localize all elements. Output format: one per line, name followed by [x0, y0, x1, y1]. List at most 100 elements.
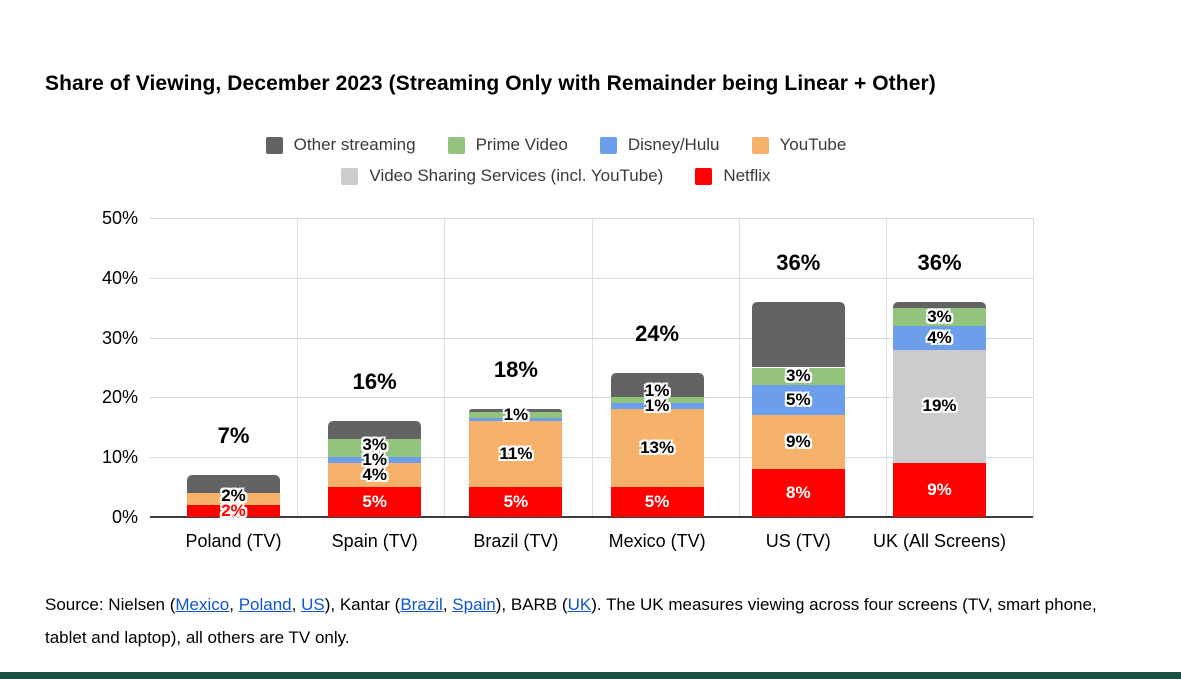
source-text: , [291, 595, 302, 614]
source-text: ). The UK measures viewing across four s… [45, 595, 1097, 647]
horizontal-gridline [150, 457, 1033, 459]
bar-segment-youtube [469, 421, 563, 488]
segment-value-label: 1% [362, 450, 387, 470]
legend-swatch-other-streaming [265, 136, 283, 154]
segment-value-label: 3% [786, 366, 811, 386]
vertical-gridline [738, 218, 740, 517]
bar-segment-prime-video [893, 307, 986, 326]
x-axis-baseline [150, 516, 1033, 518]
bar-segment-other-streaming [751, 301, 845, 368]
legend-swatch-prime-video [447, 136, 465, 154]
y-axis-tick-label: 20% [101, 387, 138, 408]
source-text: Source: Nielsen ( [45, 595, 176, 614]
legend-swatch-youtube [751, 136, 769, 154]
source-link-spain[interactable]: Spain [452, 595, 496, 614]
segment-value-label: 5% [786, 390, 811, 410]
bar-segment-netflix [893, 463, 986, 517]
bar-segment-disney-hulu [893, 325, 986, 350]
bar-segment-other-streaming [469, 409, 563, 413]
x-axis-category-label: Mexico (TV) [608, 531, 706, 551]
legend-swatch-video-sharing-services-incl-youtube [341, 167, 359, 185]
source-text: , [442, 595, 453, 614]
bar-segment-prime-video [328, 439, 422, 458]
segment-value-label: 3% [362, 435, 387, 455]
bar-segment-other-streaming [610, 373, 704, 398]
segment-value-label: 8% [786, 483, 811, 503]
segment-value-label: 13% [640, 438, 675, 458]
y-axis-tick-label: 0% [111, 507, 138, 527]
bar-segment-prime-video [751, 367, 845, 386]
segment-value-label: 9% [786, 432, 811, 452]
bar-segment-video-sharing-services-incl-youtube [893, 349, 986, 464]
bar-segment-prime-video [469, 412, 563, 419]
segment-value-label: 4% [362, 465, 387, 485]
source-text: , [229, 595, 239, 614]
legend-label: Disney/Hulu [627, 135, 720, 154]
segment-value-label: 1% [644, 396, 670, 416]
bar-segment-youtube [610, 409, 704, 488]
bar-segment-disney-hulu [469, 418, 563, 422]
vertical-gridline [885, 218, 887, 517]
legend-label: YouTube [779, 135, 847, 154]
source-link-mexico[interactable]: Mexico [175, 595, 230, 614]
bar-segment-netflix [610, 487, 704, 517]
bar-segment-netflix [328, 487, 422, 517]
x-axis-category-label: Brazil (TV) [473, 531, 559, 551]
legend-item-video-sharing-services-incl-youtube: Video Sharing Services (incl. YouTube) [341, 166, 663, 186]
segment-value-label: 5% [644, 492, 670, 512]
bar-segment-other-streaming [187, 475, 280, 494]
source-link-brazil[interactable]: Brazil [400, 595, 443, 614]
bar-segment-netflix [751, 469, 845, 517]
legend-label: Prime Video [475, 135, 568, 154]
segment-value-label: 3% [927, 306, 952, 326]
legend-item-prime-video: Prime Video [447, 135, 568, 155]
bar-total-label: 36% [776, 249, 821, 275]
bar-segment-youtube [187, 493, 280, 506]
bar-total-label: 7% [217, 423, 250, 449]
bar-segment-disney-hulu [610, 403, 704, 410]
x-axis-category-label: Poland (TV) [185, 531, 282, 551]
source-link-us[interactable]: US [301, 595, 325, 614]
chart-title: Share of Viewing, December 2023 (Streami… [45, 72, 936, 95]
bar-segment-netflix [187, 505, 280, 517]
bar-segment-disney-hulu [328, 457, 422, 464]
legend-item-youtube: YouTube [751, 135, 847, 155]
y-axis-tick-label: 50% [101, 208, 138, 228]
legend-label: Other streaming [293, 135, 416, 154]
bar-total-label: 16% [352, 369, 397, 395]
x-axis-category-label: US (TV) [765, 531, 831, 551]
legend-swatch-disney-hulu [599, 136, 617, 154]
x-axis-category-label: UK (All Screens) [872, 531, 1007, 551]
horizontal-gridline [150, 218, 1033, 219]
bar-total-label: 24% [635, 321, 680, 347]
legend-item-other-streaming: Other streaming [265, 135, 416, 155]
segment-value-label: 2% [221, 486, 246, 506]
horizontal-gridline [150, 397, 1033, 399]
bottom-border-strip [0, 672, 1181, 679]
source-link-poland[interactable]: Poland [238, 595, 292, 614]
segment-value-label: 5% [503, 492, 529, 512]
bar-segment-other-streaming [893, 301, 986, 308]
x-axis-category-label: Spain (TV) [331, 531, 418, 551]
bar-total-label: 36% [917, 249, 962, 275]
source-text: ), BARB ( [495, 595, 568, 614]
y-axis-tick-label: 30% [101, 327, 138, 348]
bar-segment-other-streaming [328, 421, 422, 440]
legend-row: Other streaming Prime Video Disney/Hulu You… [265, 135, 847, 155]
legend-item-netflix: Netflix [695, 166, 771, 186]
plot-right-border [1033, 218, 1035, 517]
bar-segment-disney-hulu [751, 385, 845, 416]
horizontal-gridline [150, 337, 1033, 339]
vertical-gridline [297, 218, 299, 517]
vertical-gridline [444, 218, 446, 517]
legend-row: Video Sharing Services (incl. YouTube) Ne… [341, 166, 771, 186]
legend-item-disney-hulu: Disney/Hulu [599, 135, 720, 155]
segment-value-label: 11% [499, 444, 533, 464]
segment-value-label: 5% [362, 492, 387, 512]
legend-label: Video Sharing Services (incl. YouTube) [369, 166, 664, 185]
segment-value-label: 4% [927, 327, 952, 347]
bar-segment-prime-video [610, 397, 704, 404]
vertical-gridline [591, 218, 593, 517]
source-link-uk[interactable]: UK [567, 595, 592, 614]
